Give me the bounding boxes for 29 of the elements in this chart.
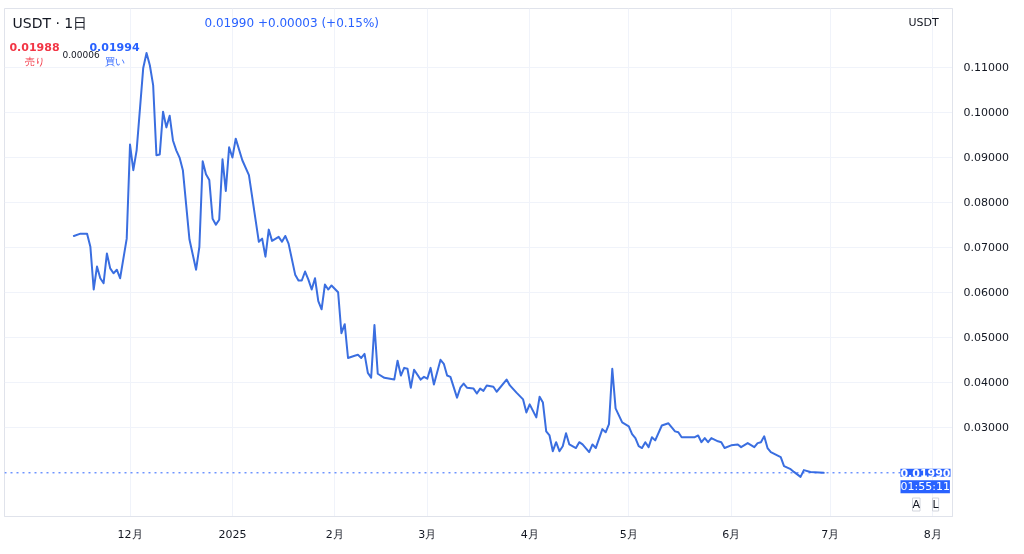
y-tick-label: 0.09000 (963, 151, 1009, 165)
chart-title: USDT · 1日 (12, 14, 88, 31)
x-tick-label: 2025 (218, 527, 247, 541)
y-tick-label: 0.06000 (963, 286, 1009, 300)
y-tick-label: 0.10000 (963, 106, 1009, 120)
annotation: L (932, 498, 940, 511)
x-tick-label: 4月 (520, 527, 539, 541)
annotation: 買い (104, 56, 125, 67)
ref-line-label: 0.01990 (900, 466, 951, 480)
x-tick-label: 8月 (923, 527, 942, 541)
x-tick-label: 6月 (722, 527, 741, 541)
y-tick-label: 0.07000 (963, 241, 1009, 255)
annotation: 0.00006 (62, 50, 100, 60)
annotation: 01:55:11 (900, 480, 950, 494)
annotation: 売り (24, 56, 45, 67)
x-tick-label: 7月 (821, 527, 840, 541)
annotation: 0.01988 (9, 40, 60, 54)
y-tick-label: 0.08000 (963, 196, 1009, 210)
annotation: A (912, 498, 921, 511)
y-tick-label: 0.11000 (963, 61, 1009, 75)
annotation: USDT (908, 16, 939, 29)
y-tick-label: 0.03000 (963, 421, 1009, 435)
y-tick-label: 0.04000 (963, 376, 1009, 390)
x-tick-label: 5月 (619, 527, 638, 541)
x-tick-label: 2月 (325, 527, 344, 541)
y-tick-label: 0.05000 (963, 331, 1009, 345)
annotation: 0.01990 +0.00003 (+0.15%) (204, 15, 379, 30)
x-tick-label: 3月 (418, 527, 437, 541)
x-tick-label: 12月 (117, 527, 143, 541)
